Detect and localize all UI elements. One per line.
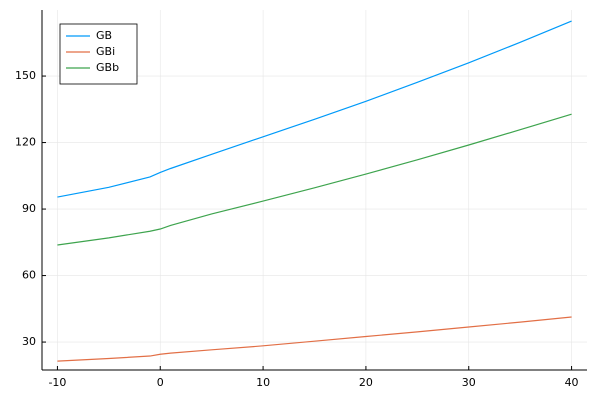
legend-label: GB — [96, 29, 112, 42]
y-tick-label: 30 — [22, 335, 36, 348]
line — [57, 113, 572, 246]
x-tick-label: 10 — [256, 376, 270, 389]
y-tick-label: 60 — [22, 269, 36, 282]
x-tick-label: 20 — [359, 376, 373, 389]
legend-label: GBb — [96, 61, 119, 74]
x-tick-label: -10 — [48, 376, 66, 389]
x-tick-label: 30 — [462, 376, 476, 389]
line — [57, 20, 572, 198]
legend-box — [59, 23, 138, 85]
y-tick-label: 150 — [15, 69, 36, 82]
line — [57, 316, 572, 362]
legend-label: GBi — [96, 45, 115, 58]
x-tick-label: 40 — [565, 376, 579, 389]
x-tick-label: 0 — [157, 376, 164, 389]
y-tick-label: 120 — [15, 136, 36, 149]
y-tick-label: 90 — [22, 202, 36, 215]
